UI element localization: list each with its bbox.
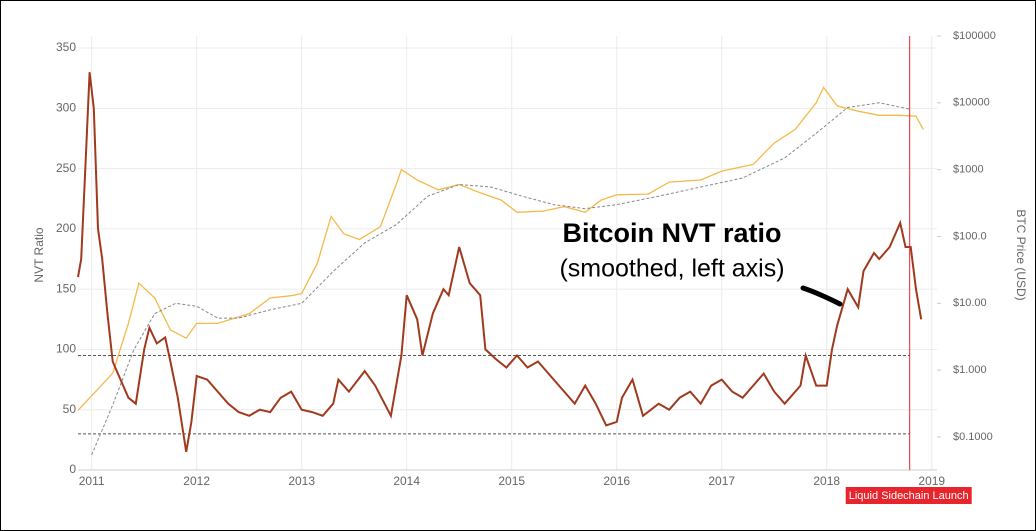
y-tick-label: 350 (56, 40, 76, 54)
x-tick-label: 2014 (393, 474, 420, 488)
y2-tick-label: $100.0 (953, 230, 987, 242)
x-tick-label: 2018 (813, 474, 840, 488)
y-tick-label: 200 (56, 221, 76, 235)
annotation: Bitcoin NVT ratio (562, 218, 781, 248)
y2-tick-label: $100000 (953, 30, 996, 42)
x-tick-label: 2019 (918, 474, 945, 488)
annotation-arrow (800, 285, 843, 307)
y2-axis-label: BTC Price (USD) (1014, 209, 1028, 300)
event-label-box (845, 487, 972, 504)
x-tick-label: 2017 (708, 474, 735, 488)
series-line (91, 102, 911, 455)
x-tick-label: 2015 (498, 474, 525, 488)
y2-tick-label: $10.00 (953, 297, 987, 309)
y2-tick-label: $0.1000 (953, 431, 993, 443)
series-line (77, 86, 924, 411)
event-label: Liquid Sidechain Launch (849, 490, 969, 502)
y2-tick-label: $1000 (953, 164, 984, 176)
y-tick-label: 300 (56, 101, 76, 115)
x-tick-label: 2016 (603, 474, 630, 488)
marks (77, 36, 924, 470)
annotation: (smoothed, left axis) (559, 255, 784, 283)
y2-tick-label: $10000 (953, 97, 990, 109)
x-tick-label: 2013 (288, 474, 315, 488)
x-tick-label: 2011 (79, 474, 105, 488)
y-tick-label: 250 (56, 161, 76, 175)
y2-tick-label: $1.000 (953, 364, 987, 376)
y-axis-label: NVT Ratio (32, 227, 46, 282)
y-tick-label: 100 (56, 342, 76, 356)
y-tick-label: 50 (63, 402, 77, 416)
series-line (77, 72, 923, 453)
y-tick-label: 150 (56, 281, 76, 295)
y-tick-label: 0 (69, 462, 76, 476)
grid (78, 35, 941, 471)
x-tick-label: 2012 (183, 474, 210, 488)
